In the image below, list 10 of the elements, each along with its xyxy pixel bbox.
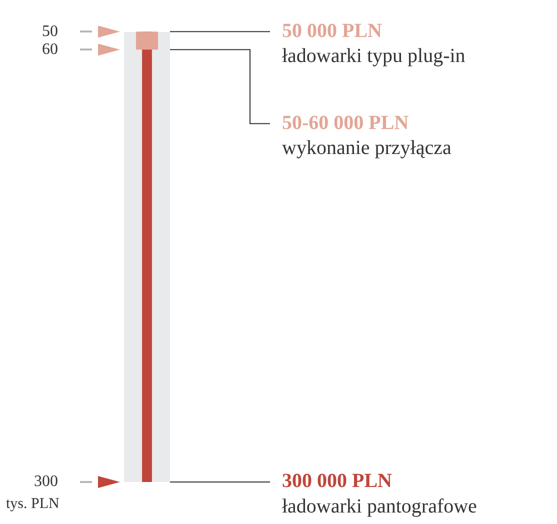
text: ładowarki typu plug-in: [282, 44, 466, 67]
y-axis-title: tys. PLN: [6, 496, 60, 513]
text: 300 000 PLN: [282, 470, 393, 492]
text: 50-60 000 PLN: [282, 112, 410, 134]
y-tick-label: 300: [34, 473, 58, 490]
text: 50 000 PLN: [282, 20, 383, 42]
text: wykonanie przyłącza: [282, 136, 452, 159]
y-tick-label: 60: [42, 40, 58, 58]
y-tick-label: 50: [42, 22, 58, 40]
text: ładowarki pantografowe: [282, 495, 478, 518]
